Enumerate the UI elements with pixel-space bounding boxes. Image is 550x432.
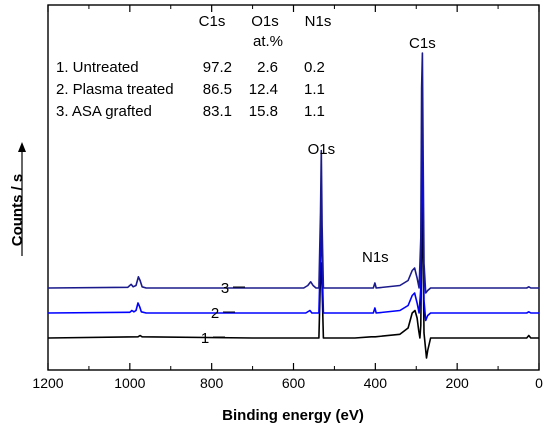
composition-table: C1s O1s N1s at.% 1. Untreated 97.2 2.6 0… [56, 13, 331, 120]
x-axis-title: Binding energy (eV) [222, 407, 364, 424]
x-tick-label: 400 [364, 375, 388, 391]
table-header-n1s: N1s [305, 13, 332, 30]
table-cell: 86.5 [203, 81, 232, 98]
y-axis-title: Counts / s [9, 174, 26, 247]
table-cell: 2.6 [257, 59, 278, 76]
table-unit: at.% [253, 33, 283, 50]
x-tick-label: 0 [535, 375, 543, 391]
trace-number-1: 1 [201, 330, 209, 347]
x-tick-label: 600 [282, 375, 306, 391]
table-cell: 15.8 [249, 103, 278, 120]
table-row-label: 3. ASA grafted [56, 103, 152, 120]
table-row-label: 1. Untreated [56, 59, 139, 76]
spectra-series [47, 52, 539, 359]
table-cell: 1.1 [304, 103, 325, 120]
series-line-2 [47, 132, 539, 322]
table-cell: 0.2 [304, 59, 325, 76]
x-tick-label: 1200 [32, 375, 63, 391]
table-row-label: 2. Plasma treated [56, 81, 174, 98]
peak-label-n1s: N1s [362, 249, 389, 266]
peak-label-o1s: O1s [308, 141, 336, 158]
peak-labels: C1s O1s N1s [308, 35, 436, 266]
x-tick-label: 800 [200, 375, 224, 391]
table-cell: 97.2 [203, 59, 232, 76]
y-axis-title-group: Counts / s [9, 142, 26, 256]
x-tick-label: 1000 [114, 375, 145, 391]
series-line-3 [47, 52, 539, 294]
table-cell: 83.1 [203, 103, 232, 120]
peak-label-c1s: C1s [409, 35, 436, 52]
trace-number-3: 3 [221, 280, 229, 297]
trace-number-2: 2 [211, 305, 219, 322]
series-line-1 [47, 199, 539, 359]
table-header-o1s: O1s [251, 13, 279, 30]
trace-numbers: 123 [201, 280, 245, 347]
table-cell: 1.1 [304, 81, 325, 98]
x-axis-ticks: 1200 1000 800 600 400 200 0 [32, 5, 543, 391]
x-tick-label: 200 [445, 375, 469, 391]
y-axis-arrowhead [18, 142, 26, 152]
table-cell: 12.4 [249, 81, 278, 98]
table-header-c1s: C1s [199, 13, 226, 30]
